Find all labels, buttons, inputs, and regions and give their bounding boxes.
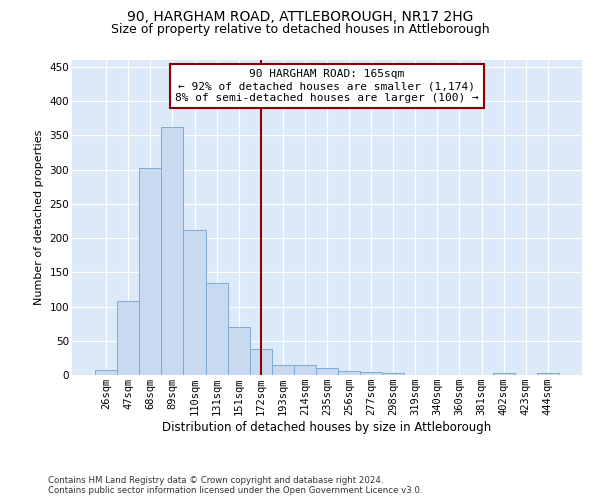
- Text: 90, HARGHAM ROAD, ATTLEBOROUGH, NR17 2HG: 90, HARGHAM ROAD, ATTLEBOROUGH, NR17 2HG: [127, 10, 473, 24]
- Bar: [316, 368, 338, 375]
- Bar: [537, 373, 559, 375]
- X-axis label: Distribution of detached houses by size in Attleborough: Distribution of detached houses by size …: [163, 421, 491, 434]
- Bar: [382, 373, 404, 375]
- Bar: [294, 364, 316, 375]
- Text: Size of property relative to detached houses in Attleborough: Size of property relative to detached ho…: [110, 22, 490, 36]
- Bar: [360, 372, 382, 375]
- Bar: [117, 301, 139, 375]
- Bar: [227, 327, 250, 375]
- Text: 90 HARGHAM ROAD: 165sqm
← 92% of detached houses are smaller (1,174)
8% of semi-: 90 HARGHAM ROAD: 165sqm ← 92% of detache…: [175, 70, 479, 102]
- Y-axis label: Number of detached properties: Number of detached properties: [34, 130, 44, 305]
- Bar: [493, 373, 515, 375]
- Bar: [95, 370, 117, 375]
- Bar: [139, 168, 161, 375]
- Bar: [272, 364, 294, 375]
- Bar: [206, 282, 227, 375]
- Bar: [161, 127, 184, 375]
- Text: Contains HM Land Registry data © Crown copyright and database right 2024.
Contai: Contains HM Land Registry data © Crown c…: [48, 476, 422, 495]
- Bar: [338, 371, 360, 375]
- Bar: [184, 230, 206, 375]
- Bar: [250, 349, 272, 375]
